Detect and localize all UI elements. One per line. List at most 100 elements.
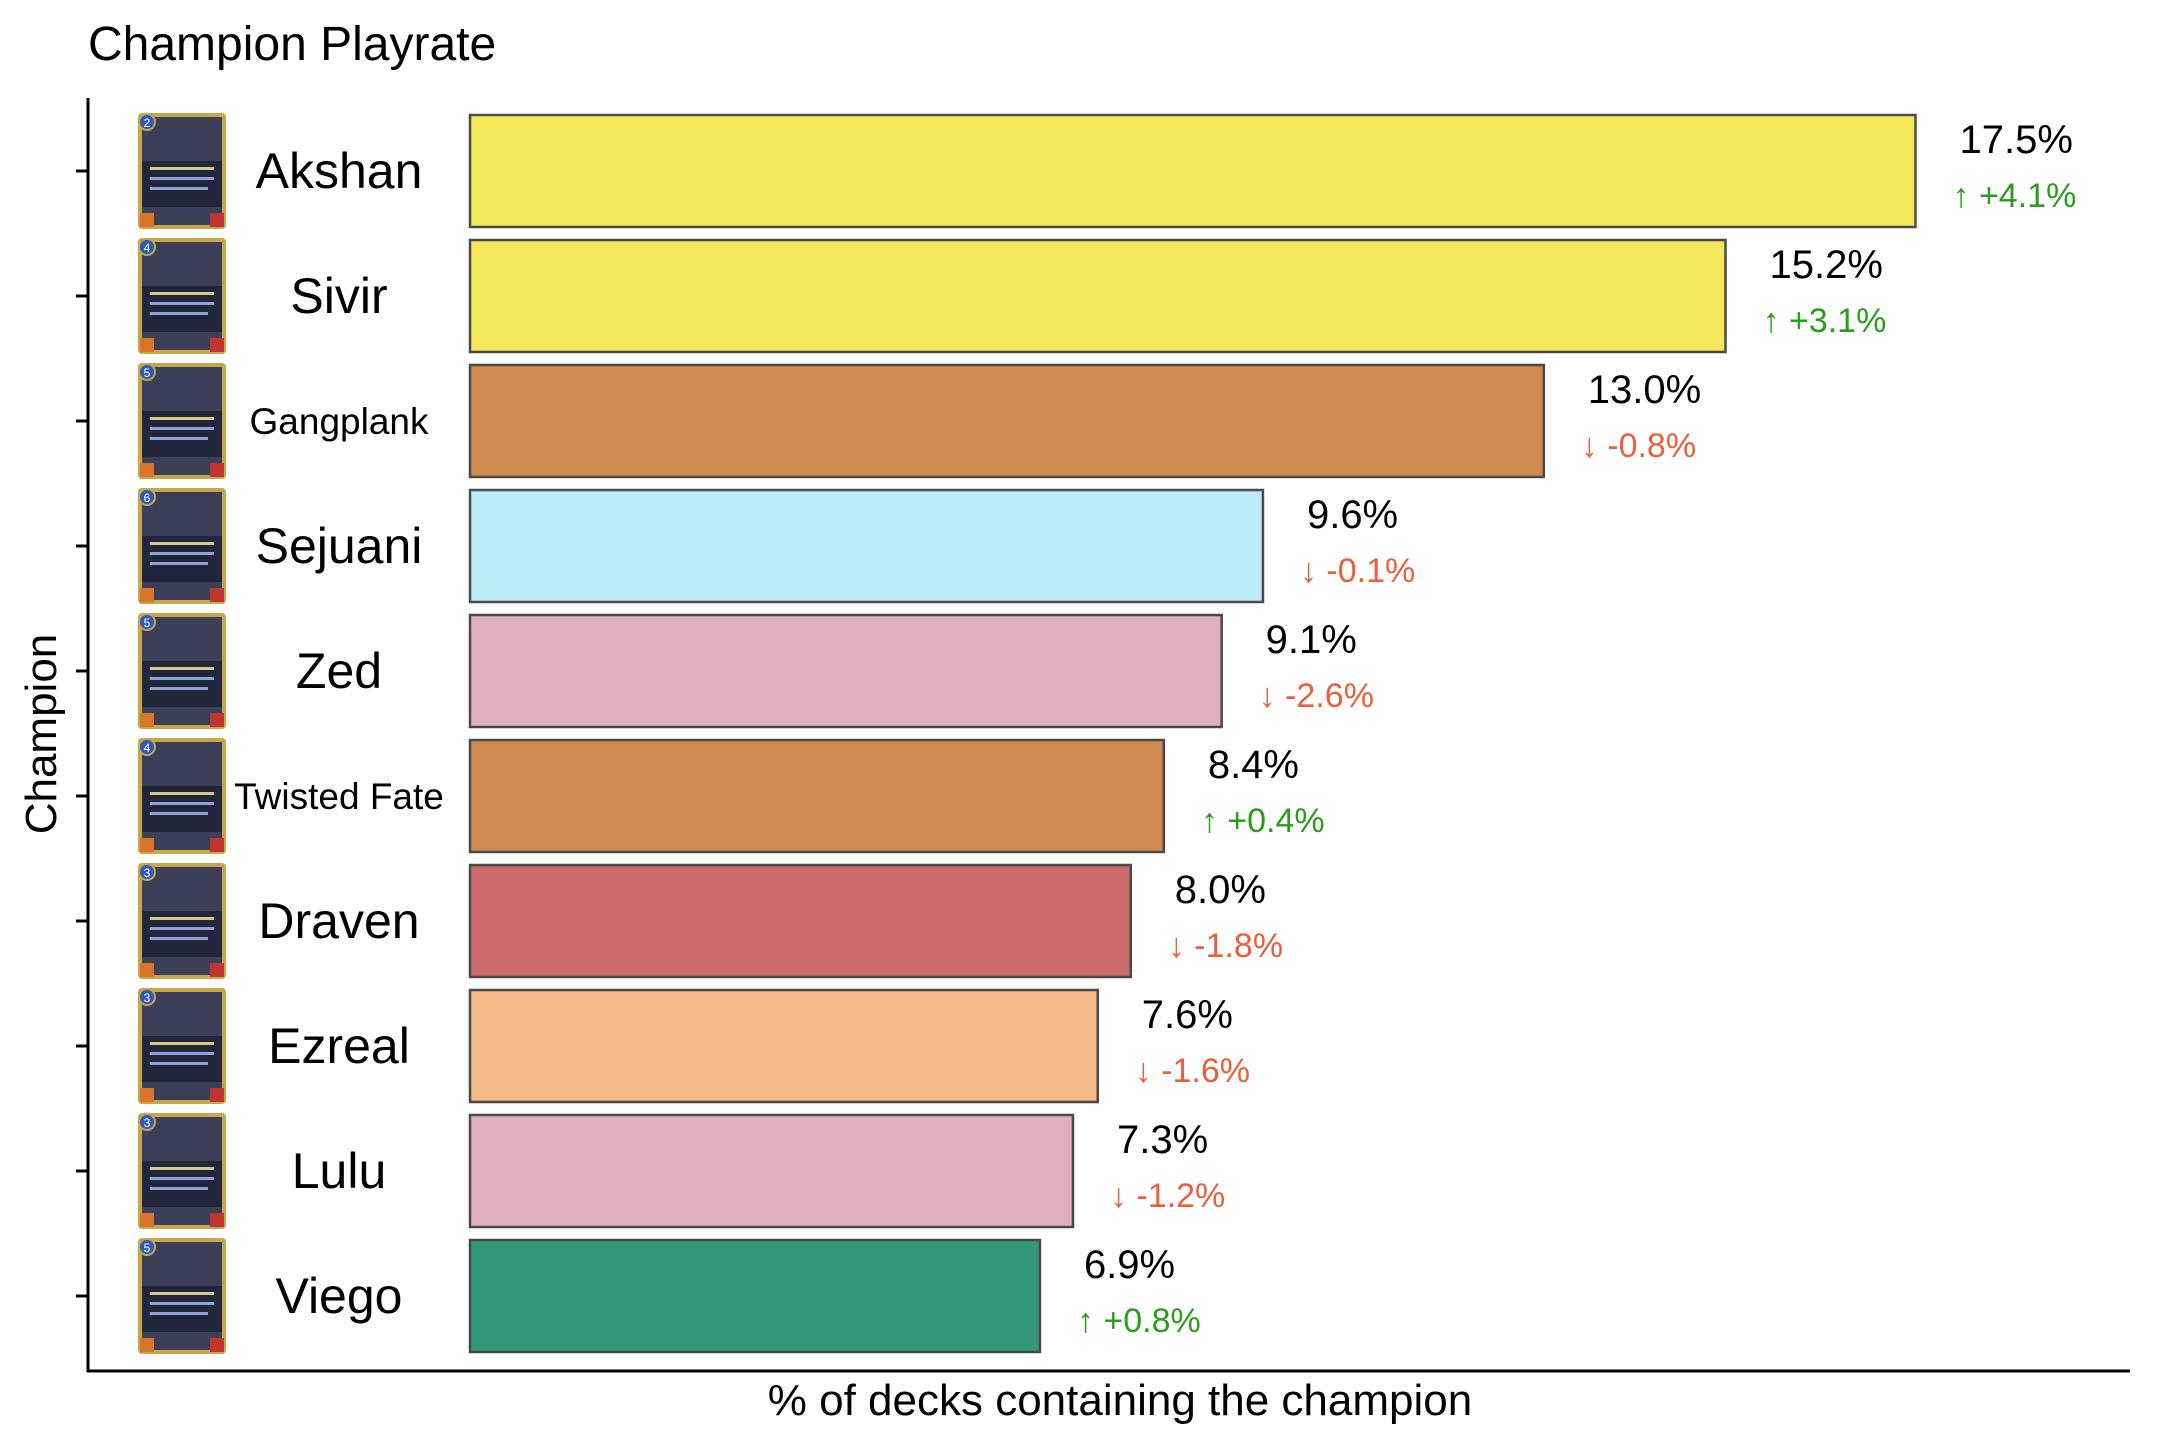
change-label-akshan: ↑ +4.1% [1953,177,2077,215]
card-text-line [150,1177,214,1180]
card-health-gem [210,213,224,227]
champion-card-zed: 5 [138,613,226,729]
value-label-sivir: 15.2% [1770,243,1883,287]
card-cost-label: 6 [144,491,151,505]
x-axis-title: % of decks containing the champion [768,1376,1472,1425]
card-cost-label: 3 [144,991,151,1005]
card-health-gem [210,1338,224,1352]
card-text-line [150,1042,214,1045]
card-text-line [150,177,214,180]
bar-sejuani [468,488,1265,604]
card-cost-label: 5 [144,1241,151,1255]
card-text-line [150,562,208,565]
champion-card-lulu: 3 [138,1113,226,1229]
bar-ezreal [468,988,1100,1104]
value-label-twisted-fate: 8.4% [1208,743,1299,787]
change-label-sivir: ↑ +3.1% [1763,302,1887,340]
card-attack-gem [140,213,154,227]
card-attack-gem [140,713,154,727]
card-text-line [150,187,208,190]
champion-card-viego: 5 [138,1238,226,1354]
card-cost-gem [138,613,156,631]
card-attack-gem [140,1338,154,1352]
card-cost-label: 5 [144,366,151,380]
card-cost-label: 3 [144,866,151,880]
card-cost-gem [138,863,156,881]
card-text-line [150,812,208,815]
champion-card-akshan: 2 [138,113,226,229]
change-label-sejuani: ↓ -0.1% [1300,552,1415,590]
card-cost-gem [138,738,156,756]
bar-zed [468,613,1223,729]
value-label-draven: 8.0% [1175,868,1266,912]
card-text-line [150,542,214,545]
change-label-zed: ↓ -2.6% [1259,677,1374,715]
card-attack-gem [140,1213,154,1227]
card-text-line [150,1052,214,1055]
champion-name-ezreal: Ezreal [268,1018,410,1074]
card-text-line [150,917,214,920]
card-cost-label: 5 [144,616,151,630]
card-health-gem [210,838,224,852]
card-health-gem [210,713,224,727]
champion-card-sivir: 4 [138,238,226,354]
card-cost-label: 4 [144,741,151,755]
card-text-line [150,427,214,430]
value-label-sejuani: 9.6% [1307,493,1398,537]
card-text-line [150,1312,208,1315]
champion-name-gangplank: Gangplank [250,401,429,442]
chart-title: Champion Playrate [88,18,496,71]
champion-name-draven: Draven [258,893,419,949]
champion-name-akshan: Akshan [256,143,423,199]
bar-gangplank [468,363,1546,479]
change-label-ezreal: ↓ -1.6% [1135,1052,1250,1090]
change-label-draven: ↓ -1.8% [1168,927,1283,965]
champion-card-gangplank: 5 [138,363,226,479]
champion-name-twisted-fate: Twisted Fate [234,776,444,817]
card-text-line [150,292,214,295]
card-text-line [150,802,214,805]
card-cost-label: 2 [144,116,151,130]
change-label-twisted-fate: ↑ +0.4% [1201,802,1325,840]
card-cost-gem [138,238,156,256]
card-health-gem [210,463,224,477]
card-health-gem [210,338,224,352]
change-label-viego: ↑ +0.8% [1077,1302,1201,1340]
card-health-gem [210,588,224,602]
card-text-line [150,1062,208,1065]
champion-card-sejuani: 6 [138,488,226,604]
card-text-line [150,552,214,555]
card-cost-gem [138,988,156,1006]
card-attack-gem [140,1088,154,1102]
value-label-viego: 6.9% [1084,1243,1175,1287]
card-text-line [150,302,214,305]
bar-twisted-fate [468,738,1166,854]
card-cost-gem [138,1113,156,1131]
bar-akshan [468,113,1917,229]
champion-card-ezreal: 3 [138,988,226,1104]
card-text-line [150,792,214,795]
bar-viego [468,1238,1042,1354]
champion-card-twisted-fate: 4 [138,738,226,854]
card-health-gem [210,1088,224,1102]
card-cost-label: 3 [144,1116,151,1130]
champion-name-sivir: Sivir [290,268,387,324]
card-cost-gem [138,488,156,506]
card-text-line [150,687,208,690]
card-cost-gem [138,1238,156,1256]
card-health-gem [210,963,224,977]
card-text-line [150,677,214,680]
change-label-gangplank: ↓ -0.8% [1581,427,1696,465]
change-label-lulu: ↓ -1.2% [1110,1177,1225,1215]
value-label-gangplank: 13.0% [1588,368,1701,412]
bar-sivir [468,238,1727,354]
champion-name-viego: Viego [276,1268,403,1324]
card-attack-gem [140,588,154,602]
value-label-ezreal: 7.6% [1142,993,1233,1037]
card-health-gem [210,1213,224,1227]
card-text-line [150,1292,214,1295]
card-text-line [150,417,214,420]
value-label-akshan: 17.5% [1960,118,2073,162]
card-cost-gem [138,113,156,131]
